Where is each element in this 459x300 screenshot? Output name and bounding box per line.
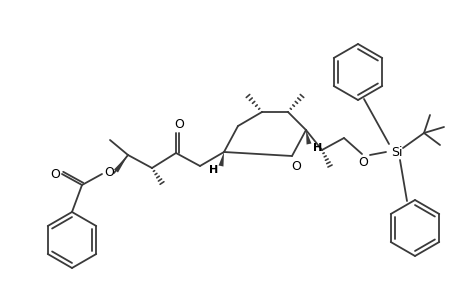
Text: H: H	[209, 165, 218, 175]
Polygon shape	[305, 130, 311, 145]
Text: O: O	[357, 157, 367, 169]
Polygon shape	[114, 155, 128, 172]
Text: O: O	[291, 160, 300, 172]
Text: O: O	[50, 167, 60, 181]
Text: O: O	[174, 118, 184, 131]
Polygon shape	[218, 152, 224, 166]
Text: O: O	[104, 167, 114, 179]
Text: H: H	[313, 143, 322, 153]
Text: Si: Si	[391, 146, 402, 158]
